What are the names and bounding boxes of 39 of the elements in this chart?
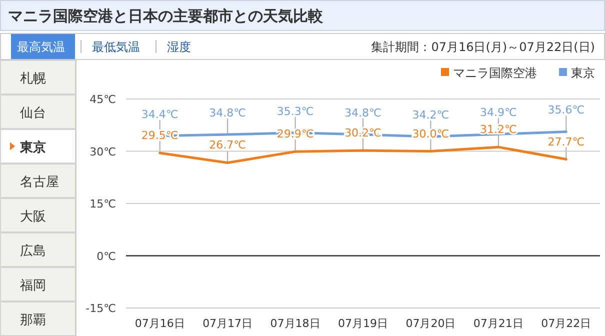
y-tick-label: -15℃ — [86, 302, 116, 315]
x-tick-label: 07月20日 — [406, 317, 456, 330]
x-tick-label: 07月22日 — [541, 317, 592, 330]
text: 29.5℃ — [141, 128, 178, 142]
x-tick-label: 07月19日 — [338, 317, 388, 330]
x-tick-label: 07月18日 — [270, 317, 320, 330]
text: 34.8℃ — [344, 106, 382, 120]
text: 仙台 — [20, 106, 46, 121]
text: 34.8℃ — [209, 106, 246, 120]
x-tick-label: 07月21日 — [473, 317, 524, 330]
text: 最高気温 — [17, 40, 65, 54]
legend-item: マニラ国際空港 — [441, 66, 537, 80]
text: 大阪 — [20, 209, 46, 224]
y-tick-label: 30℃ — [90, 145, 116, 158]
y-tick-label: 0℃ — [96, 250, 116, 263]
text: 福岡 — [20, 278, 46, 294]
text: 34.4℃ — [141, 108, 178, 121]
chart-title: マニラ国際空港と日本の主要都市との天気比較 — [8, 7, 324, 25]
text: 最低気温 — [92, 40, 140, 54]
text: 名古屋 — [20, 174, 59, 190]
text: 34.9℃ — [480, 106, 517, 120]
text: 集計期間：07月16日(月)～07月22日(日) — [371, 40, 595, 54]
x-tick-label: 07月16日 — [134, 317, 185, 330]
legend-label: 東京 — [571, 66, 595, 80]
legend-item: 東京 — [559, 66, 595, 80]
x-tick-label: 07月17日 — [202, 317, 253, 330]
text: 35.6℃ — [548, 104, 585, 117]
text: 34.2℃ — [412, 108, 450, 122]
text: 35.3℃ — [276, 104, 314, 118]
text: 那覇 — [20, 312, 46, 328]
text: 27.7℃ — [548, 135, 585, 148]
text: 26.7℃ — [209, 138, 246, 152]
text: 湿度 — [167, 40, 191, 54]
text: 札幌 — [20, 71, 46, 86]
text: 東京 — [19, 139, 46, 156]
text: 31.2℃ — [480, 123, 517, 136]
y-tick-label: 15℃ — [90, 198, 116, 210]
y-tick-label: 45℃ — [90, 93, 116, 106]
text: 広島 — [20, 242, 46, 259]
